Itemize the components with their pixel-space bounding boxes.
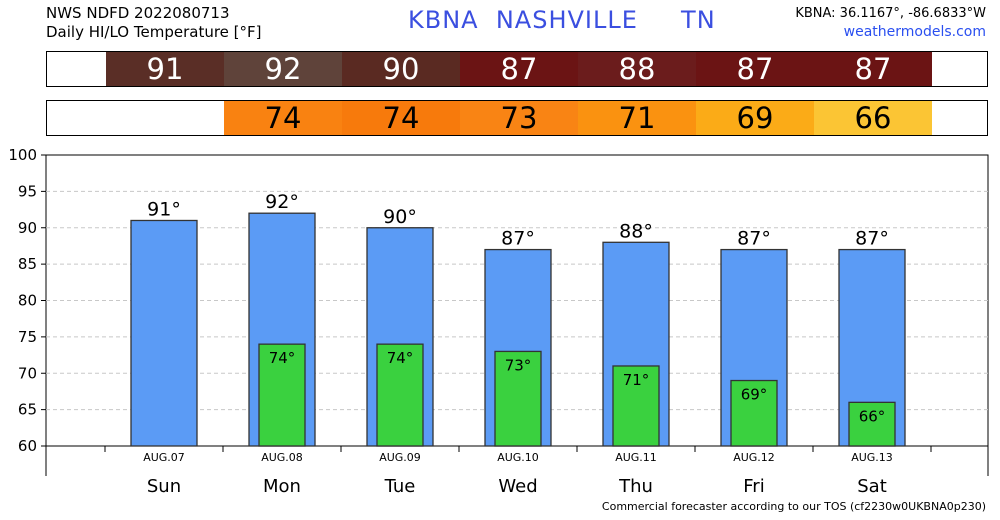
lo_strip-cell (106, 101, 224, 135)
hi_strip-cell: 87 (460, 52, 578, 86)
day-label: Fri (743, 476, 764, 497)
low-bar (258, 343, 306, 447)
high-bar-label: 87° (737, 228, 771, 250)
low-bar (848, 401, 896, 447)
lo_strip-cell: 73 (460, 101, 578, 135)
low-bar-label: 69° (741, 386, 768, 404)
day-label: Tue (384, 476, 416, 497)
day-label: Mon (263, 476, 301, 497)
date-label: AUG.12 (733, 451, 775, 464)
high-bar (130, 219, 198, 447)
date-label: AUG.13 (851, 451, 893, 464)
footer-note: Commercial forecaster according to our T… (601, 500, 986, 513)
low-bar-label: 74° (387, 349, 414, 367)
model-run-label: NWS NDFD 2022080713 (46, 4, 230, 22)
y-tick-label: 70 (18, 364, 37, 382)
low-temp-strip: 74 74 73 71 69 66 (46, 100, 988, 136)
hi_strip-cell: 92 (224, 52, 342, 86)
low-bar (376, 343, 424, 447)
product-label: Daily HI/LO Temperature [°F] (46, 23, 262, 41)
high-bar-label: 90° (383, 206, 417, 228)
low-bar-label: 71° (623, 371, 650, 389)
coords-label: KBNA: 36.1167°, -86.6833°W (795, 6, 986, 21)
station-title: KBNA NASHVILLE TN (408, 6, 716, 34)
low-bar (612, 365, 660, 447)
date-label: AUG.09 (379, 451, 421, 464)
hi_strip-cell: 87 (696, 52, 814, 86)
hi_strip-cell: 91 (106, 52, 224, 86)
day-label: Sat (857, 476, 887, 497)
y-tick-label: 90 (18, 219, 37, 237)
site-link[interactable]: weathermodels.com (843, 24, 986, 40)
header-left: NWS NDFD 2022080713 Daily HI/LO Temperat… (46, 4, 262, 42)
hi_strip-cell: 88 (578, 52, 696, 86)
low-bar (730, 379, 778, 447)
high-bar-label: 92° (265, 191, 299, 213)
date-label: AUG.08 (261, 451, 303, 464)
high-bar-label: 88° (619, 220, 653, 242)
y-tick-label: 85 (18, 255, 37, 273)
low-bar-label: 74° (269, 349, 296, 367)
high-bar-label: 87° (855, 228, 889, 250)
low-bar-label: 73° (505, 356, 532, 374)
lo_strip-cell: 71 (578, 101, 696, 135)
y-tick-label: 80 (18, 292, 37, 310)
high-temp-strip: 91 92 90 87 88 87 87 (46, 51, 988, 87)
date-label: AUG.11 (615, 451, 657, 464)
day-label: Thu (618, 476, 653, 497)
low-bar-label: 66° (859, 407, 886, 425)
day-label: Sun (147, 476, 181, 497)
y-tick-label: 60 (18, 437, 37, 455)
lo_strip-cell: 74 (224, 101, 342, 135)
high-bar-label: 87° (501, 228, 535, 250)
high-bar-label: 91° (147, 198, 181, 220)
lo_strip-cell: 74 (342, 101, 460, 135)
day-label: Wed (498, 476, 537, 497)
lo_strip-cell: 69 (696, 101, 814, 135)
lo_strip-cell: 66 (814, 101, 932, 135)
date-label: AUG.07 (143, 451, 185, 464)
header-right: KBNA: 36.1167°, -86.6833°W weathermodels… (795, 4, 986, 42)
hi_strip-cell: 87 (814, 52, 932, 86)
y-tick-label: 100 (8, 146, 37, 164)
y-tick-label: 65 (18, 401, 37, 419)
hi_strip-cell: 90 (342, 52, 460, 86)
y-tick-label: 95 (18, 182, 37, 200)
date-label: AUG.10 (497, 451, 539, 464)
low-bar (494, 350, 542, 447)
y-tick-label: 75 (18, 328, 37, 346)
